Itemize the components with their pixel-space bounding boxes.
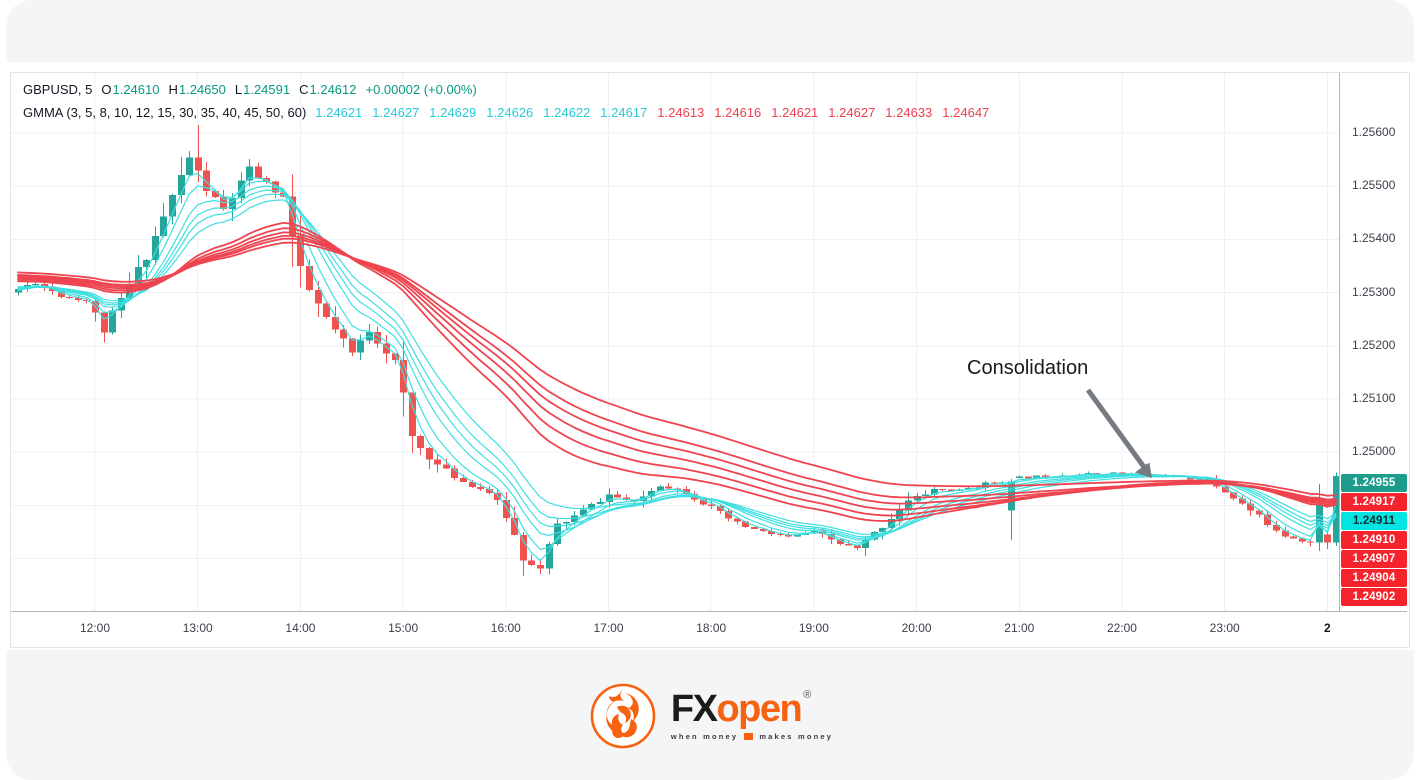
price-badge: 1.24917: [1341, 493, 1407, 511]
top-rounded-band: [6, 0, 1414, 62]
time-tick-label: 19:00: [798, 621, 829, 635]
time-tick-label: 22:00: [1106, 621, 1137, 635]
gmma-value: 1.24629: [429, 105, 477, 120]
fxopen-tagline: when money makes money: [670, 731, 834, 741]
time-tick-label: 17:00: [593, 621, 624, 635]
consolidation-annotation: Consolidation: [967, 357, 1089, 379]
price-badge: 1.24907: [1341, 550, 1407, 568]
bottom-rounded-band: FXopen ® when money makes money: [6, 650, 1414, 780]
fxopen-lion-icon: [590, 683, 656, 749]
price-tick-label: 1.25500: [1352, 178, 1396, 193]
time-tick-label: 23:00: [1209, 621, 1240, 635]
price-tick-label: 1.25400: [1352, 231, 1396, 246]
time-tick-label: 20:00: [901, 621, 932, 635]
gmma-value: 1.24626: [486, 105, 534, 120]
fxopen-wordmark: FXopen ® when money makes money: [670, 687, 834, 741]
price-tick-label: 1.25100: [1352, 391, 1396, 405]
gmma-value: 1.24622: [543, 105, 591, 120]
price-axis[interactable]: 1.25600 1.25500 1.25400 1.25300 1.25200 1.251…: [1339, 73, 1409, 646]
gmma-values: 1.24621 1.24627 1.24629 1.24626 1.24622 1.246…: [315, 105, 999, 120]
low-value: L 1.24591: [234, 82, 291, 97]
gmma-value: 1.24627: [828, 105, 876, 120]
time-tick-label: 21:00: [1004, 621, 1035, 635]
price-tick-label: 1.25000: [1352, 444, 1396, 459]
annotation-arrow-icon: [1085, 388, 1152, 478]
time-tick-label: 16:00: [490, 621, 521, 635]
day-tick-label: 2: [1324, 621, 1331, 635]
change-value: +0.00002 (+0.00%): [365, 82, 477, 97]
candlestick-chart[interactable]: Consolidation: [11, 73, 1339, 611]
time-tick-label: 15:00: [388, 621, 419, 635]
gmma-value: 1.24627: [372, 105, 420, 120]
fxopen-logo: FXopen ® when money makes money: [587, 679, 833, 751]
open-value: O 1.24610: [101, 82, 160, 97]
chart-card: GBPUSD, 5 O 1.24610 H 1.24650 L 1.24591 C 1.…: [10, 72, 1410, 648]
price-badge: 1.24910: [1341, 531, 1407, 549]
gmma-value: 1.24621: [315, 105, 363, 120]
gmma-value: 1.24616: [714, 105, 762, 120]
price-tick-label: 1.25200: [1352, 337, 1396, 352]
symbol-title[interactable]: GBPUSD, 5: [23, 82, 93, 97]
symbol-ohlc-row: GBPUSD, 5 O 1.24610 H 1.24650 L 1.24591 C 1.…: [23, 78, 999, 101]
high-value: H 1.24650: [168, 82, 226, 97]
registered-mark: ®: [803, 688, 812, 701]
price-badge: 1.24955: [1341, 474, 1407, 492]
gmma-value: 1.24621: [771, 105, 819, 120]
time-axis[interactable]: 12:00 13:00 14:00 15:00 16:00 17:00 18:00 19:00…: [11, 611, 1407, 647]
price-badge: 1.24911: [1341, 512, 1407, 530]
gmma-value: 1.24633: [885, 105, 933, 120]
tagline-divider: [744, 732, 754, 740]
gmma-label[interactable]: GMMA (3, 5, 8, 10, 12, 15, 30, 35, 40, 4…: [23, 105, 307, 120]
time-tick-label: 18:00: [696, 621, 727, 635]
gmma-value: 1.24647: [942, 105, 990, 120]
close-value: C 1.24612: [299, 82, 357, 97]
gmma-value: 1.24617: [600, 105, 648, 120]
price-tick-label: 1.25600: [1352, 125, 1396, 139]
price-badge: 1.24904: [1341, 569, 1407, 587]
gmma-indicator-row: GMMA (3, 5, 8, 10, 12, 15, 30, 35, 40, 4…: [23, 101, 999, 124]
time-tick-label: 13:00: [182, 621, 213, 635]
gmma-value: 1.24613: [657, 105, 705, 120]
chart-canvas: [11, 73, 1339, 611]
fxopen-word: FXopen ®: [670, 687, 812, 730]
chart-legend: GBPUSD, 5 O 1.24610 H 1.24650 L 1.24591 C 1.…: [23, 78, 999, 124]
price-tick-label: 1.25300: [1352, 284, 1396, 299]
time-tick-label: 12:00: [80, 621, 111, 635]
price-badge: 1.24902: [1341, 588, 1407, 606]
time-tick-label: 14:00: [285, 621, 316, 635]
